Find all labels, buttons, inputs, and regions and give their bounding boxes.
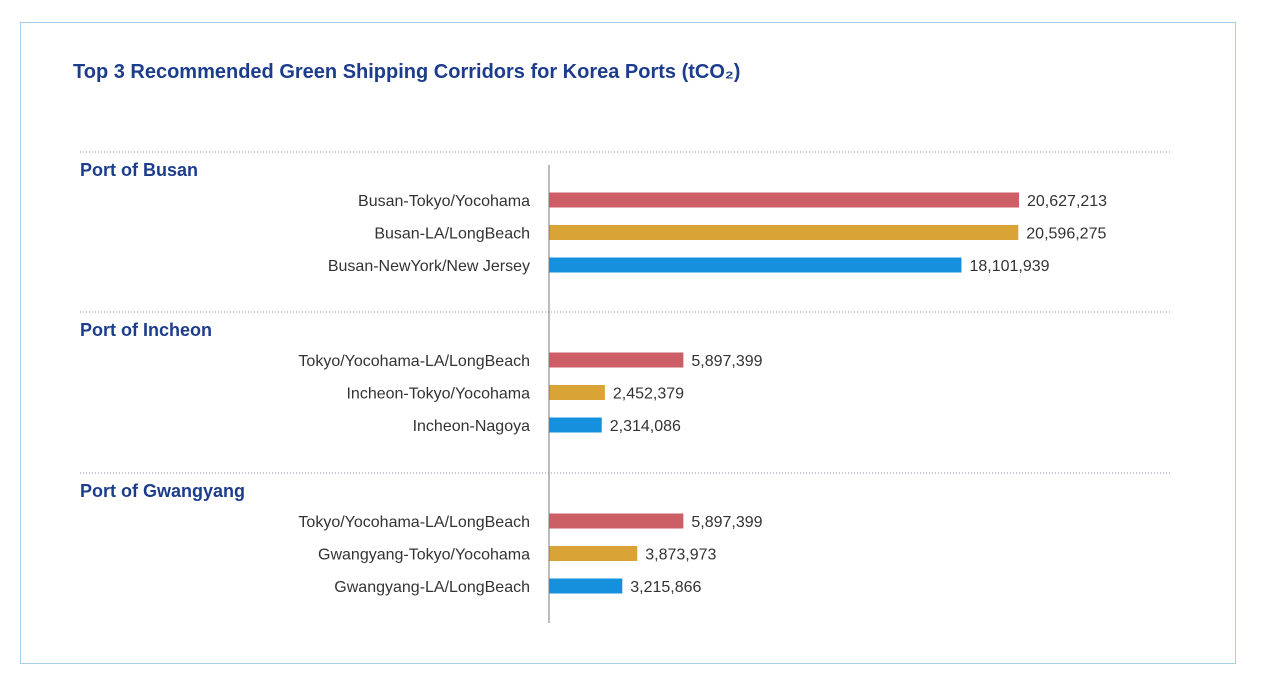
bar <box>549 578 623 594</box>
category-label: Tokyo/Yocohama-LA/LongBeach <box>298 514 530 531</box>
category-label: Incheon-Nagoya <box>413 418 531 435</box>
bar <box>549 417 602 433</box>
data-label: 2,314,086 <box>610 418 681 435</box>
category-label: Gwangyang-Tokyo/Yocohama <box>318 547 530 564</box>
bar <box>549 192 1019 208</box>
category-label: Busan-Tokyo/Yocohama <box>358 193 530 210</box>
bar <box>549 225 1019 240</box>
bar <box>549 385 605 400</box>
bar <box>549 546 638 561</box>
category-label: Tokyo/Yocohama-LA/LongBeach <box>298 353 530 370</box>
chart-title: Top 3 Recommended Green Shipping Corrido… <box>73 61 741 83</box>
category-label: Incheon-Tokyo/Yocohama <box>346 386 530 403</box>
data-label: 5,897,399 <box>691 514 762 531</box>
data-label: 18,101,939 <box>969 258 1049 275</box>
group-label: Port of Gwangyang <box>80 481 245 501</box>
bar <box>549 352 684 368</box>
data-label: 20,627,213 <box>1027 193 1107 210</box>
data-label: 2,452,379 <box>613 386 684 403</box>
bar <box>549 257 962 273</box>
chart-frame <box>20 22 1236 664</box>
group-label: Port of Incheon <box>80 320 212 340</box>
group-label: Port of Busan <box>80 160 198 180</box>
data-label: 5,897,399 <box>691 353 762 370</box>
data-label: 3,873,973 <box>645 547 716 564</box>
category-label: Busan-NewYork/New Jersey <box>328 258 530 275</box>
category-label: Busan-LA/LongBeach <box>374 226 530 243</box>
data-label: 20,596,275 <box>1026 226 1106 243</box>
data-label: 3,215,866 <box>630 579 701 596</box>
bar <box>549 513 684 529</box>
category-label: Gwangyang-LA/LongBeach <box>334 579 530 596</box>
